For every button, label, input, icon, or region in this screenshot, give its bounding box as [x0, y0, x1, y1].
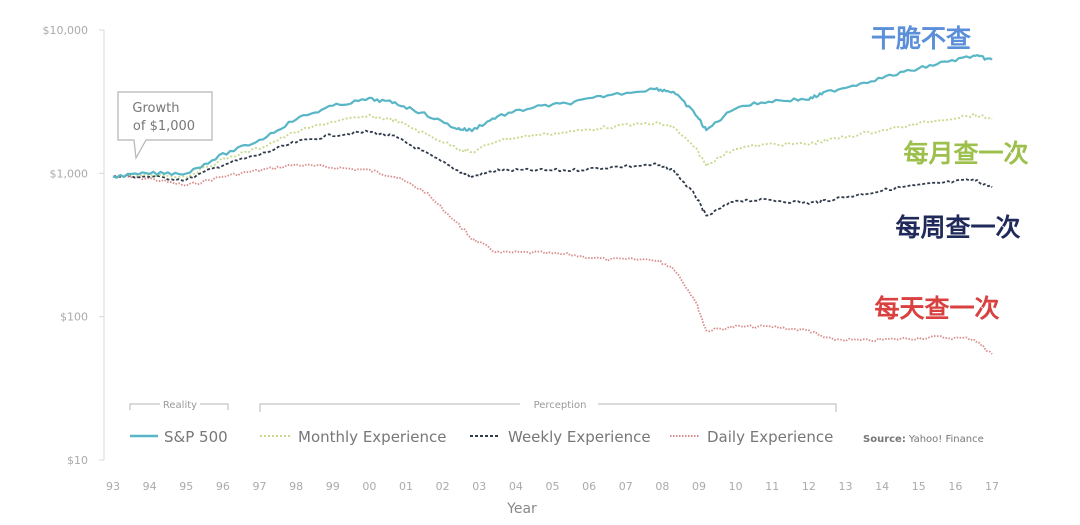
source-text: Source: Yahoo! Finance	[863, 434, 984, 445]
legend-label-sp500: S&P 500	[164, 428, 228, 446]
callout-line-1: Growth	[132, 101, 179, 116]
x-tick-label: 94	[143, 480, 157, 493]
annotation-monthly: 每月查一次	[903, 139, 1028, 168]
x-tick-label: 12	[802, 480, 816, 493]
x-tick-label: 14	[875, 480, 889, 493]
x-tick-label: 06	[582, 480, 596, 493]
reality-bracket	[129, 403, 229, 410]
growth-callout: Growth of $1,000	[117, 91, 213, 160]
x-tick-label: 05	[546, 480, 560, 493]
x-tick-label: 95	[179, 480, 193, 493]
x-tick-label: 08	[655, 480, 669, 493]
x-tick-label: 99	[326, 480, 340, 493]
y-axis: $10 $100 $1,000 $10,000	[43, 24, 105, 467]
x-tick-label: 10	[729, 480, 743, 493]
x-tick-label: 07	[619, 480, 633, 493]
legend-item-daily: Daily Experience	[670, 428, 833, 446]
annotation-daily: 每天查一次	[874, 294, 999, 323]
x-tick-label: 15	[912, 480, 926, 493]
legend-group-reality: Reality	[129, 400, 229, 411]
x-tick-label: 98	[289, 480, 303, 493]
series-line-monthly-experience	[112, 112, 993, 179]
series-line-s-p-500	[112, 54, 993, 179]
x-tick-label: 13	[839, 480, 853, 493]
legend: Reality Perception S&P 500 Monthly Exper…	[129, 400, 984, 446]
legend-item-monthly: Monthly Experience	[260, 428, 446, 446]
x-tick-label: 11	[765, 480, 779, 493]
legend-label-daily: Daily Experience	[707, 428, 833, 446]
x-tick-label: 93	[106, 480, 120, 493]
x-tick-label: 97	[253, 480, 267, 493]
callout-text: Growth of $1,000	[132, 101, 195, 134]
legend-label-weekly: Weekly Experience	[508, 428, 651, 446]
x-axis: 93 94 95 96 97 98 99 00 01 02 03 04 05 06 07 08 09 10 11 12…	[106, 480, 999, 493]
perception-bracket	[259, 403, 837, 412]
legend-label-monthly: Monthly Experience	[298, 428, 446, 446]
callout-bubble	[117, 91, 213, 160]
y-tick-label: $100	[60, 311, 88, 324]
legend-item-sp500: S&P 500	[130, 428, 228, 446]
x-tick-label: 96	[216, 480, 230, 493]
legend-group-perception: Perception	[259, 400, 837, 412]
reality-label: Reality	[163, 400, 197, 411]
source-note: Source: Yahoo! Finance	[863, 434, 984, 445]
x-tick-label: 00	[362, 480, 376, 493]
x-tick-label: 01	[399, 480, 413, 493]
annotation-sp500: 干脆不查	[871, 24, 971, 53]
y-tick-label: $10	[67, 454, 88, 467]
perception-label: Perception	[534, 400, 587, 411]
source-label: Source:	[863, 434, 906, 445]
x-axis-label: Year	[506, 501, 537, 517]
x-tick-label: 16	[948, 480, 962, 493]
y-tick-label: $10,000	[43, 24, 89, 37]
x-tick-label: 02	[436, 480, 450, 493]
x-tick-label: 17	[985, 480, 999, 493]
x-tick-label: 04	[509, 480, 523, 493]
callout-line-2: of $1,000	[133, 119, 195, 134]
source-value: Yahoo! Finance	[908, 434, 984, 445]
legend-item-weekly: Weekly Experience	[470, 428, 651, 446]
y-tick-label: $1,000	[50, 167, 89, 180]
series-annotations: 干脆不查 每月查一次 每周查一次 每天查一次	[871, 24, 1029, 323]
series-lines	[112, 54, 993, 355]
series-line-weekly-experience	[112, 129, 993, 217]
x-tick-label: 09	[692, 480, 706, 493]
annotation-weekly: 每周查一次	[895, 213, 1020, 242]
x-tick-label: 03	[472, 480, 486, 493]
